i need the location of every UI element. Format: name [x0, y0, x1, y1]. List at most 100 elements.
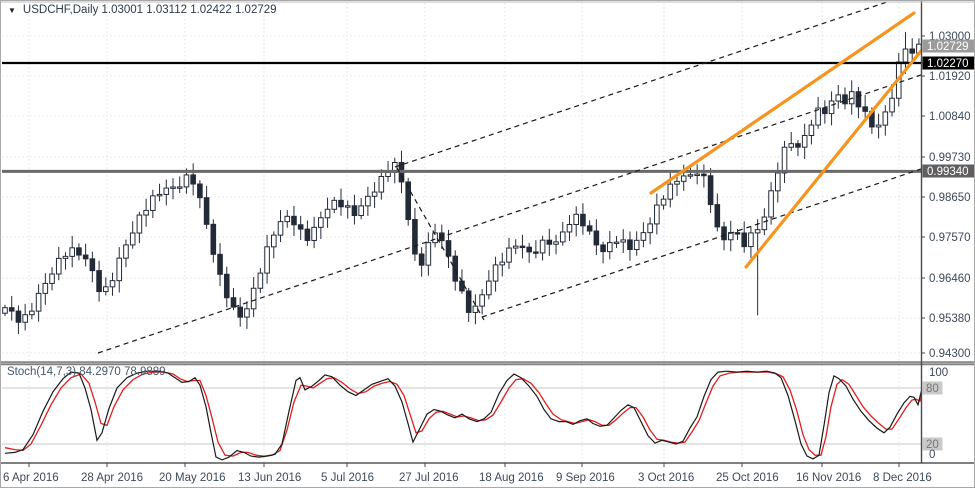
candle-body	[250, 287, 257, 310]
candle-body	[620, 239, 627, 243]
candle-body	[230, 297, 237, 308]
candle-body	[116, 257, 123, 282]
candle-body	[277, 221, 284, 236]
price-tag-current	[922, 39, 974, 53]
candle-body	[701, 173, 707, 177]
candle-body	[304, 228, 311, 241]
date-tick-label: 20 May 2016	[159, 472, 226, 484]
price-tick-label: 0.97570	[929, 232, 971, 244]
candle-body	[512, 245, 519, 249]
candle-body	[580, 213, 586, 227]
candle-body	[586, 225, 593, 232]
candle-body	[405, 181, 411, 220]
candle-body	[291, 215, 297, 226]
candle-body	[284, 215, 291, 223]
candle-body	[311, 226, 317, 241]
candle-body	[506, 247, 512, 263]
date-tick-label: 9 Sep 2016	[556, 472, 615, 484]
candle-body	[358, 205, 364, 217]
candle-body	[721, 226, 727, 241]
candle-body	[136, 214, 143, 234]
stoch-indicator-label: Stoch(14,7,3) 84.2970 78.9889	[7, 366, 166, 378]
candle-body	[748, 232, 754, 248]
candle-body	[210, 223, 217, 255]
candle-body	[29, 310, 35, 316]
stoch-axis-label: 0	[929, 449, 935, 461]
candle-body	[633, 239, 640, 251]
candle-body	[472, 305, 479, 313]
candle-body	[680, 175, 687, 182]
candle-body	[741, 232, 748, 248]
candle-body	[176, 186, 183, 189]
candle-body	[264, 246, 270, 274]
stoch-level-tag-label: 20	[926, 439, 939, 451]
date-tick-label: 18 Aug 2016	[479, 472, 544, 484]
candle-body	[425, 242, 432, 266]
candle-body	[627, 239, 633, 251]
candle-body	[539, 239, 546, 254]
orange-trendline[interactable]	[649, 11, 916, 195]
dashed-trendline[interactable]	[394, 1, 890, 168]
candle-body	[257, 272, 264, 289]
candle-body	[170, 186, 176, 189]
candle-body	[828, 100, 835, 115]
candle-body	[781, 146, 788, 174]
candle-body	[344, 205, 351, 208]
candle-body	[848, 91, 855, 105]
candle-body	[808, 124, 815, 136]
price-tick-label: 0.95380	[929, 313, 971, 325]
candle-body	[143, 209, 149, 216]
price-tick-label: 0.96460	[929, 273, 971, 285]
dashed-trendline[interactable]	[97, 74, 921, 354]
candle-body	[129, 232, 136, 246]
candle-body	[418, 253, 425, 266]
candle-body	[600, 244, 606, 253]
candle-body	[647, 223, 653, 234]
candle-body	[559, 231, 566, 243]
candle-body	[479, 294, 485, 307]
date-tick-label: 6 Apr 2016	[3, 472, 59, 484]
candle-body	[902, 48, 909, 63]
candle-body	[862, 106, 868, 112]
candle-body	[271, 234, 277, 248]
candle-body	[822, 107, 828, 115]
candle-body	[640, 232, 647, 241]
dashed-trendline[interactable]	[396, 167, 485, 321]
candle-body	[22, 314, 28, 323]
date-tick-label: 13 Jun 2016	[238, 472, 301, 484]
candle-body	[109, 280, 116, 288]
candle-body	[49, 273, 55, 284]
candle-body	[714, 204, 721, 228]
pane-separator[interactable]	[1, 362, 975, 365]
candle-body	[2, 307, 8, 314]
candle-body	[882, 111, 889, 126]
candle-body	[365, 195, 371, 207]
candle-body	[546, 239, 553, 245]
symbol-dropdown-icon[interactable]: ▼	[8, 5, 16, 15]
candle-body	[318, 217, 324, 228]
candle-body	[654, 204, 660, 225]
symbol-info-bar: ▼ USDCHF,Daily 1.03001 1.03112 1.02422 1…	[8, 4, 277, 16]
candle-body	[69, 247, 76, 257]
candle-body	[163, 187, 170, 195]
candle-body	[55, 257, 62, 275]
candle-body	[855, 91, 862, 108]
candle-body	[842, 94, 848, 105]
candle-body	[875, 124, 882, 128]
candle-body	[499, 261, 506, 266]
candle-body	[566, 223, 573, 233]
candle-body	[76, 247, 82, 256]
candle-body	[734, 232, 741, 235]
candle-body	[761, 216, 768, 231]
candle-body	[331, 199, 338, 210]
candle-body	[217, 253, 223, 275]
date-tick-label: 8 Dec 2016	[873, 472, 932, 484]
candle-body	[371, 191, 378, 197]
orange-trendline[interactable]	[744, 49, 921, 269]
candle-body	[237, 306, 243, 318]
candle-body	[687, 174, 694, 177]
candle-body	[486, 280, 492, 296]
stoch-axis-label: 100	[929, 367, 948, 379]
candle-body	[338, 199, 344, 208]
